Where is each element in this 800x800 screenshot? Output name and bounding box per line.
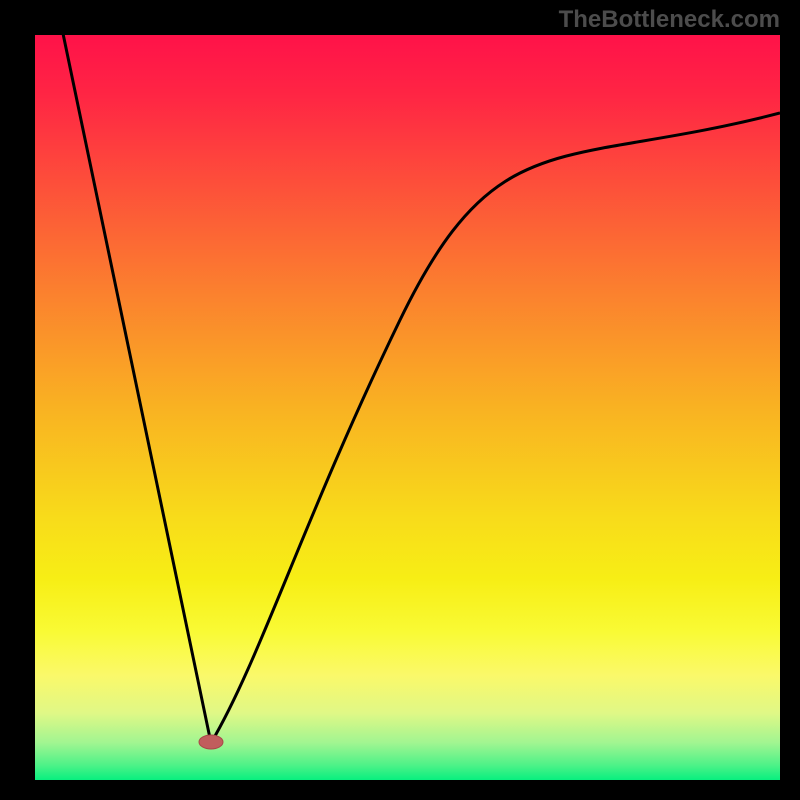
plot-background [35, 35, 780, 780]
minimum-marker [199, 735, 223, 749]
chart-frame: TheBottleneck.com [0, 0, 800, 800]
chart-svg [0, 0, 800, 800]
watermark-text: TheBottleneck.com [559, 6, 780, 34]
